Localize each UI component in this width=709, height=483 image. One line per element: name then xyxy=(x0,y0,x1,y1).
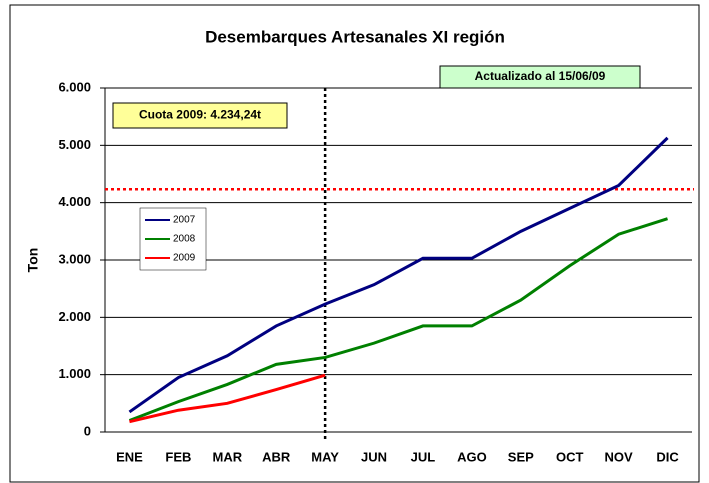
x-tick-label: MAR xyxy=(212,449,242,464)
y-tick-label: 1.000 xyxy=(58,366,91,381)
y-tick-label: 6.000 xyxy=(58,79,91,94)
x-tick-label: AGO xyxy=(457,449,487,464)
x-tick-label: SEP xyxy=(508,449,534,464)
x-tick-label: JUN xyxy=(361,449,387,464)
x-tick-label: FEB xyxy=(165,449,191,464)
legend-label: 2007 xyxy=(173,215,196,226)
quota-box xyxy=(112,102,288,129)
series-line xyxy=(128,217,668,422)
x-tick-label: MAY xyxy=(311,449,339,464)
y-tick-label: 5.000 xyxy=(58,137,91,152)
legend-label: 2008 xyxy=(173,234,196,245)
update-note: Actualizado al 15/06/09 xyxy=(475,69,606,83)
series-line xyxy=(129,373,326,424)
y-tick-label: 3.000 xyxy=(58,251,91,266)
y-axis-label: Ton xyxy=(25,248,41,273)
y-tick-label: 2.000 xyxy=(58,309,91,324)
x-tick-label: DIC xyxy=(656,449,679,464)
x-tick-label: JUL xyxy=(411,449,436,464)
chart-title: Desembarques Artesanales XI región xyxy=(205,27,505,46)
y-tick-label: 0 xyxy=(84,423,91,438)
x-tick-label: NOV xyxy=(605,449,634,464)
quota-label: Cuota 2009: 4.234,24t xyxy=(139,108,261,122)
y-tick-label: 4.000 xyxy=(58,194,91,209)
x-tick-label: ABR xyxy=(262,449,291,464)
legend-label: 2009 xyxy=(173,253,196,264)
x-tick-label: ENE xyxy=(116,449,143,464)
x-tick-label: OCT xyxy=(556,449,584,464)
series-line xyxy=(128,136,669,414)
